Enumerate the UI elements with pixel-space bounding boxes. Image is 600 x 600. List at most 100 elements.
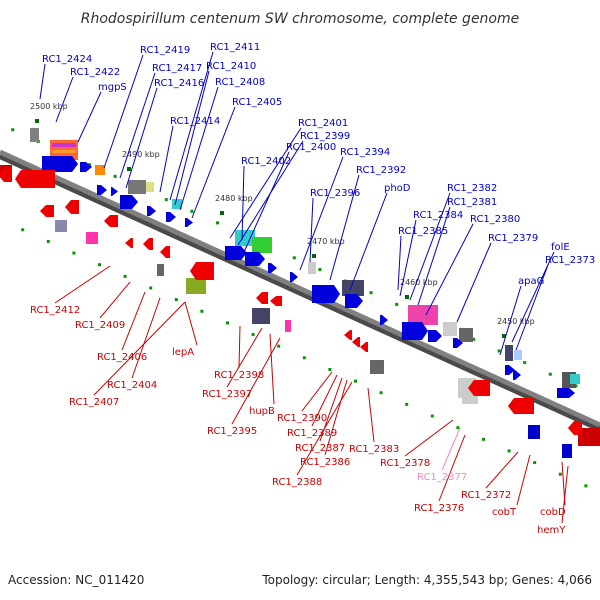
forward-gene-arrow bbox=[42, 156, 78, 172]
forward-gene-arrow bbox=[111, 187, 118, 196]
forward-gene-arrow bbox=[402, 322, 428, 340]
tick-mark bbox=[548, 372, 552, 376]
reverse-gene-label: RC1_2378 bbox=[380, 458, 430, 469]
tick-mark bbox=[98, 263, 101, 267]
gene-feature-box bbox=[252, 308, 270, 324]
tick-mark bbox=[430, 414, 434, 418]
gene-feature-box bbox=[252, 237, 272, 253]
gene-labels: RC1_2424 RC1_2422 mgpS RC1_2419 RC1_2417 RC1_… bbox=[30, 42, 595, 536]
tick-mark bbox=[226, 321, 229, 325]
forward-gene-label: RC1_2399 bbox=[300, 131, 350, 142]
tick-mark bbox=[523, 361, 527, 365]
tick-mark bbox=[318, 267, 322, 271]
label-leader-line bbox=[456, 242, 492, 323]
tick-mark bbox=[174, 298, 178, 302]
gene-feature-box bbox=[308, 262, 316, 274]
reverse-gene-arrow bbox=[143, 238, 153, 250]
scale-tick bbox=[502, 334, 506, 338]
reverse-gene-label: RC1_2390 bbox=[277, 413, 327, 424]
gene-feature-box bbox=[172, 199, 182, 209]
reverse-gene-arrow bbox=[160, 246, 170, 258]
tick-mark bbox=[164, 198, 168, 202]
forward-gene-label: RC1_2394 bbox=[340, 147, 390, 158]
label-leader-line bbox=[229, 127, 302, 239]
label-leader-line bbox=[561, 465, 569, 524]
tick-mark bbox=[354, 379, 357, 383]
reverse-gene-label: RC1_2412 bbox=[30, 305, 80, 316]
tick-mark bbox=[507, 449, 511, 453]
forward-gene-label: RC1_2384 bbox=[413, 210, 463, 221]
label-leader-line bbox=[169, 51, 214, 201]
gene-feature-box bbox=[505, 345, 513, 361]
reverse-gene-label: RC1_2376 bbox=[414, 503, 464, 514]
gene-feature-box bbox=[52, 143, 76, 147]
reverse-gene-arrow bbox=[508, 398, 534, 414]
gene-feature-box bbox=[186, 278, 206, 294]
tick-mark bbox=[11, 128, 15, 132]
forward-gene-label: RC1_2373 bbox=[545, 255, 595, 266]
gene-feature-box bbox=[285, 320, 291, 332]
reverse-gene-label: hemY bbox=[537, 525, 566, 536]
tick-mark bbox=[328, 367, 332, 371]
label-leader-line bbox=[329, 174, 360, 281]
backbone-shadow bbox=[0, 151, 600, 432]
label-leader-line bbox=[441, 427, 461, 471]
forward-gene-label: RC1_2416 bbox=[154, 78, 204, 89]
label-leader-line bbox=[404, 419, 454, 457]
forward-gene-label: phoD bbox=[384, 183, 411, 194]
forward-gene-label: RC1_2381 bbox=[447, 197, 497, 208]
reverse-gene-arrow bbox=[190, 262, 214, 280]
tick-mark bbox=[584, 484, 588, 488]
label-leader-line bbox=[226, 327, 263, 388]
tick-mark bbox=[149, 286, 153, 290]
gene-feature-box bbox=[95, 165, 105, 175]
gene-feature-box bbox=[459, 328, 473, 342]
reverse-gene-arrow bbox=[125, 238, 133, 248]
label-leader-line bbox=[243, 151, 290, 253]
label-leader-line bbox=[241, 165, 245, 241]
reverse-gene-label: RC1_2409 bbox=[75, 320, 125, 331]
reverse-gene-arrow bbox=[40, 205, 54, 217]
tick-mark bbox=[123, 274, 127, 278]
reverse-gene-arrow bbox=[344, 330, 352, 340]
forward-gene-label: RC1_2401 bbox=[298, 118, 348, 129]
reverse-gene-label: RC1_2388 bbox=[272, 477, 322, 488]
label-leader-line bbox=[296, 381, 353, 476]
forward-gene-arrow bbox=[80, 162, 92, 172]
label-leader-line bbox=[397, 235, 402, 291]
forward-gene-label: RC1_2380 bbox=[470, 214, 520, 225]
reverse-gene-arrow bbox=[65, 200, 79, 214]
scale-tick bbox=[127, 167, 131, 171]
tick-mark bbox=[72, 251, 76, 255]
tick-mark bbox=[292, 256, 296, 260]
tick-mark bbox=[395, 302, 399, 306]
forward-gene-arrow bbox=[245, 252, 265, 266]
forward-gene-label: folE bbox=[551, 242, 570, 253]
forward-gene-label: RC1_2396 bbox=[310, 188, 360, 199]
reverse-gene-label: lepA bbox=[172, 347, 194, 358]
label-leader-line bbox=[119, 72, 156, 179]
tick-mark bbox=[216, 221, 219, 225]
label-leader-line bbox=[417, 206, 451, 306]
label-leader-line bbox=[174, 70, 210, 206]
tick-mark bbox=[277, 344, 281, 348]
gene-features bbox=[0, 128, 600, 458]
forward-gene-label: RC1_2408 bbox=[215, 77, 265, 88]
reverse-gene-label: RC1_2386 bbox=[300, 457, 350, 468]
label-leader-line bbox=[179, 86, 219, 211]
reverse-gene-label: RC1_2389 bbox=[287, 428, 337, 439]
forward-gene-label: RC1_2382 bbox=[447, 183, 497, 194]
reverse-gene-label: RC1_2404 bbox=[107, 380, 157, 391]
forward-gene-label: RC1_2417 bbox=[152, 63, 202, 74]
label-leader-line bbox=[399, 219, 417, 297]
forward-gene-arrow bbox=[268, 263, 277, 273]
tick-mark bbox=[251, 333, 255, 337]
forward-gene-arrow bbox=[185, 218, 193, 227]
label-leader-line bbox=[99, 281, 131, 319]
forward-gene-label: RC1_2410 bbox=[206, 61, 256, 72]
reverse-gene-label: cobT bbox=[492, 507, 517, 518]
forward-gene-arrow bbox=[97, 185, 107, 195]
reverse-gene-arrow bbox=[352, 337, 360, 347]
forward-gene-arrow bbox=[513, 370, 521, 380]
